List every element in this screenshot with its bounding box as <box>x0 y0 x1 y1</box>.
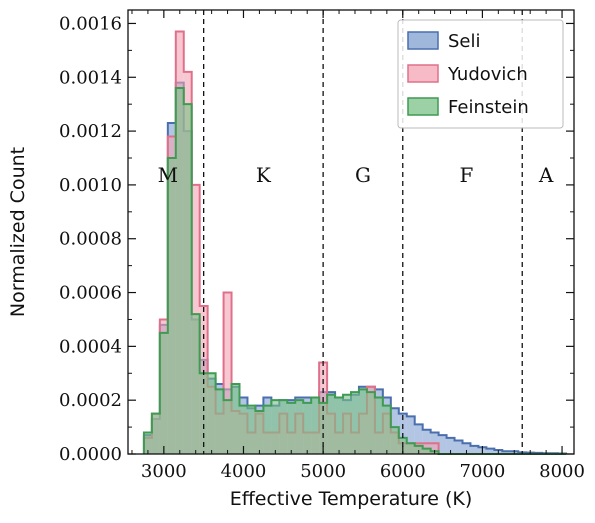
type-label-g: G <box>355 163 371 187</box>
legend: Seli Yudovich Feinstein <box>397 19 564 129</box>
bar-seli <box>462 443 471 454</box>
legend-label-yudovich: Yudovich <box>447 64 528 85</box>
y-tick-label: 0.0008 <box>59 229 122 250</box>
bar-seli <box>446 437 455 454</box>
bar-feinstein <box>159 332 168 454</box>
bar-feinstein <box>327 394 336 454</box>
bar-feinstein <box>143 432 152 454</box>
bar-feinstein <box>351 392 359 454</box>
bar-feinstein <box>151 413 160 454</box>
type-label-a: A <box>538 163 554 187</box>
y-tick-label: 0.0002 <box>59 390 122 411</box>
bar-feinstein <box>207 373 216 454</box>
legend-swatch-yudovich <box>407 64 439 83</box>
legend-swatch-seli <box>407 31 439 50</box>
y-tick-label: 0.0012 <box>59 121 122 142</box>
bar-feinstein <box>358 389 367 454</box>
x-tick-label: 6000 <box>380 461 426 482</box>
bar-feinstein <box>343 394 351 454</box>
y-tick-label: 0.0010 <box>59 175 122 196</box>
bar-feinstein <box>279 400 288 454</box>
bar-feinstein <box>335 397 344 454</box>
bar-feinstein <box>311 397 320 454</box>
y-tick-label: 0.0006 <box>59 283 122 304</box>
bar-feinstein <box>215 389 224 454</box>
y-tick-label: 0.0014 <box>59 67 122 88</box>
x-tick-label: 3000 <box>141 461 187 482</box>
bar-feinstein <box>366 392 375 454</box>
legend-swatch-feinstein <box>407 97 439 116</box>
bar-feinstein <box>255 410 264 454</box>
bar-feinstein <box>414 445 423 454</box>
bar-feinstein <box>271 400 280 454</box>
y-tick-label: 0.0016 <box>59 13 122 34</box>
bar-yudovich <box>430 443 439 454</box>
bar-seli <box>438 435 447 454</box>
series-feinstein <box>142 87 567 455</box>
bar-feinstein <box>223 400 232 454</box>
legend-box <box>397 19 564 129</box>
y-axis-title: Normalized Count <box>7 147 29 317</box>
bar-feinstein <box>295 400 304 454</box>
type-label-k: K <box>256 163 272 187</box>
bar-seli <box>454 440 463 454</box>
bar-feinstein <box>239 405 248 454</box>
bar-feinstein <box>422 448 431 454</box>
bar-seli <box>414 424 423 454</box>
x-tick-label: 4000 <box>221 461 267 482</box>
bar-seli <box>486 448 495 454</box>
x-tick-label: 5000 <box>300 461 346 482</box>
bar-feinstein <box>183 104 192 454</box>
legend-label-feinstein: Feinstein <box>448 97 529 118</box>
y-tick-label: 0.0004 <box>59 336 122 357</box>
bar-feinstein <box>199 373 208 454</box>
bar-feinstein <box>167 158 176 454</box>
type-label-m: M <box>158 163 178 187</box>
plot-frame <box>127 9 575 455</box>
bar-seli <box>470 445 479 454</box>
x-tick-label: 8000 <box>539 461 585 482</box>
y-tick-label: 0.0000 <box>59 444 122 465</box>
bar-seli <box>502 451 511 454</box>
bar-feinstein <box>175 88 184 454</box>
bar-feinstein <box>382 405 391 454</box>
bar-feinstein <box>231 384 240 454</box>
bar-feinstein <box>303 402 312 454</box>
x-tick-label: 7000 <box>460 461 506 482</box>
bar-feinstein <box>263 405 272 454</box>
bar-feinstein <box>287 402 296 454</box>
plot-axes: 3000 4000 5000 6000 7000 8000 0.0000 0.0002 0.00… <box>59 9 585 482</box>
histogram-bars <box>142 30 568 455</box>
bar-feinstein <box>406 443 415 454</box>
bar-yudovich <box>223 292 232 454</box>
bar-seli <box>422 429 431 454</box>
bar-feinstein <box>390 427 399 454</box>
legend-label-seli: Seli <box>448 31 481 52</box>
type-label-f: F <box>460 163 474 187</box>
bar-feinstein <box>374 397 383 454</box>
bar-feinstein <box>247 405 256 454</box>
x-axis-title: Effective Temperature (K) <box>230 488 473 510</box>
bar-feinstein <box>191 314 200 454</box>
bar-seli <box>406 416 415 454</box>
